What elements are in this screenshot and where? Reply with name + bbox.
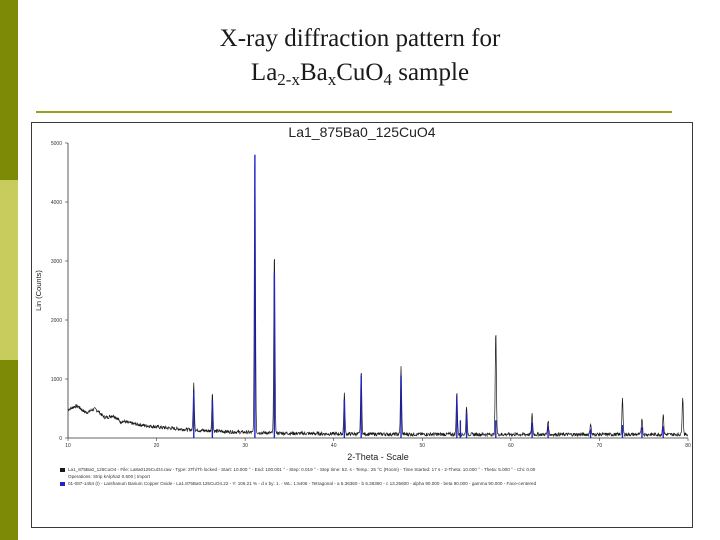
legend-swatch-1 (60, 474, 65, 479)
legend-entry-2: 01-087-1454 (I) - Lanthanum Barium Coppe… (60, 480, 690, 487)
legend-swatch-2 (60, 481, 65, 486)
y-tick-label-4: 4000 (51, 200, 62, 206)
x-tick-label-1: 20 (154, 443, 160, 449)
x-tick-label-7: 80 (685, 443, 691, 449)
x-tick-label-6: 70 (597, 443, 603, 449)
measured-pattern-line (67, 163, 688, 438)
legend-swatch-0 (60, 467, 65, 472)
chart-legend: La1_875Ba0_125CuO4 - File: La8a0125CuO4.… (60, 466, 690, 487)
y-tick-label-1: 1000 (51, 377, 62, 383)
x-tick-label-0: 10 (65, 443, 71, 449)
legend-text-0: La1_875Ba0_125CuO4 - File: La8a0125CuO4.… (68, 467, 536, 472)
legend-entry-1: Operations: Strip kAlpha2 0.500 | Import (60, 473, 690, 480)
x-tick-label-5: 60 (508, 443, 514, 449)
chart-title: La1_875Ba0_125CuO4 (288, 124, 436, 140)
xrd-chart: 0 1000 2000 3000 4000 5000 10 20 30 40 50 60 70 80 Lin… (34, 141, 691, 462)
title-underline (36, 111, 672, 113)
accent-segment-dark-bottom (0, 360, 18, 540)
y-tick-label-2: 2000 (51, 318, 62, 324)
legend-text-1: Operations: Strip kAlpha2 0.500 | Import (68, 474, 150, 479)
slide-title-line1: X-ray diffraction pattern for (219, 25, 501, 52)
slide-title-line2: La2-xBaxCuO4 sample (250, 59, 470, 89)
accent-segment-dark (0, 0, 18, 180)
x-axis-label: 2-Theta - Scale (347, 452, 409, 462)
xrd-chart-panel: La1_875Ba0_125CuO4 0 1000 2000 3000 4000 5000… (31, 122, 693, 528)
legend-text-2: 01-087-1454 (I) - Lanthanum Barium Coppe… (68, 481, 537, 486)
y-tick-label-5: 5000 (51, 141, 62, 147)
x-tick-label-4: 50 (420, 443, 426, 449)
accent-segment-light (0, 180, 18, 360)
legend-entry-0: La1_875Ba0_125CuO4 - File: La8a0125CuO4.… (60, 466, 690, 473)
left-accent-bar (0, 0, 18, 540)
x-tick-label-2: 30 (242, 443, 248, 449)
y-tick-label-3: 3000 (51, 259, 62, 265)
x-tick-label-3: 40 (331, 443, 337, 449)
y-tick-label-0: 0 (59, 436, 62, 442)
y-axis-label: Lin (Counts) (34, 270, 43, 311)
slide-title: X-ray diffraction pattern for La2-xBaxCu… (140, 22, 580, 90)
